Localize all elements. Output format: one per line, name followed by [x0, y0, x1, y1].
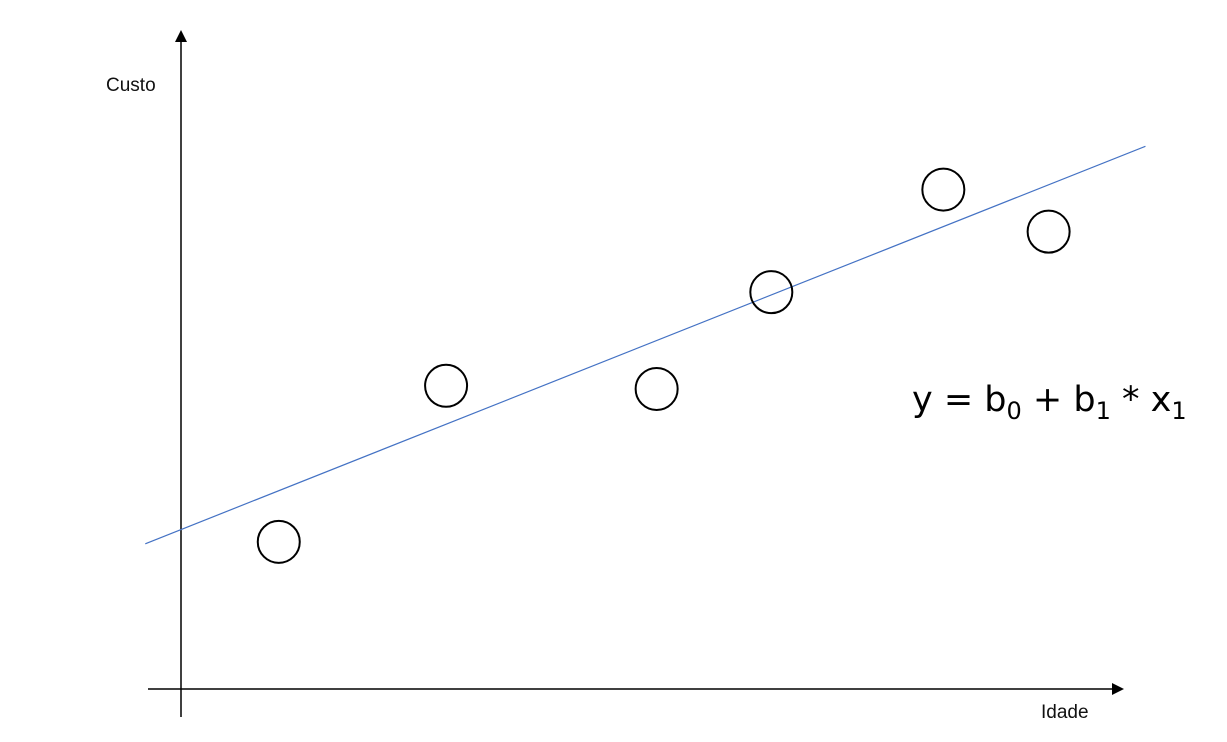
equation-plus-b: + b: [1022, 380, 1096, 420]
data-point-5: [921, 167, 966, 212]
regression-equation: y = b0 + b1 * x1: [912, 380, 1187, 425]
data-point-1: [256, 519, 301, 564]
x-axis-label: Idade: [1041, 702, 1089, 723]
data-points: [256, 167, 1071, 564]
equation-y-b: y = b: [912, 380, 1007, 420]
equation-sub-1b: 1: [1171, 397, 1186, 425]
data-point-3: [634, 366, 679, 411]
equation-sub-0: 0: [1007, 397, 1022, 425]
data-point-2: [424, 363, 469, 408]
equation-times-x: * x: [1111, 380, 1171, 420]
data-point-6: [1026, 209, 1071, 254]
data-point-4: [749, 270, 794, 315]
y-axis-label: Custo: [106, 75, 156, 96]
regression-line: [145, 145, 1146, 545]
equation-sub-1: 1: [1096, 397, 1111, 425]
